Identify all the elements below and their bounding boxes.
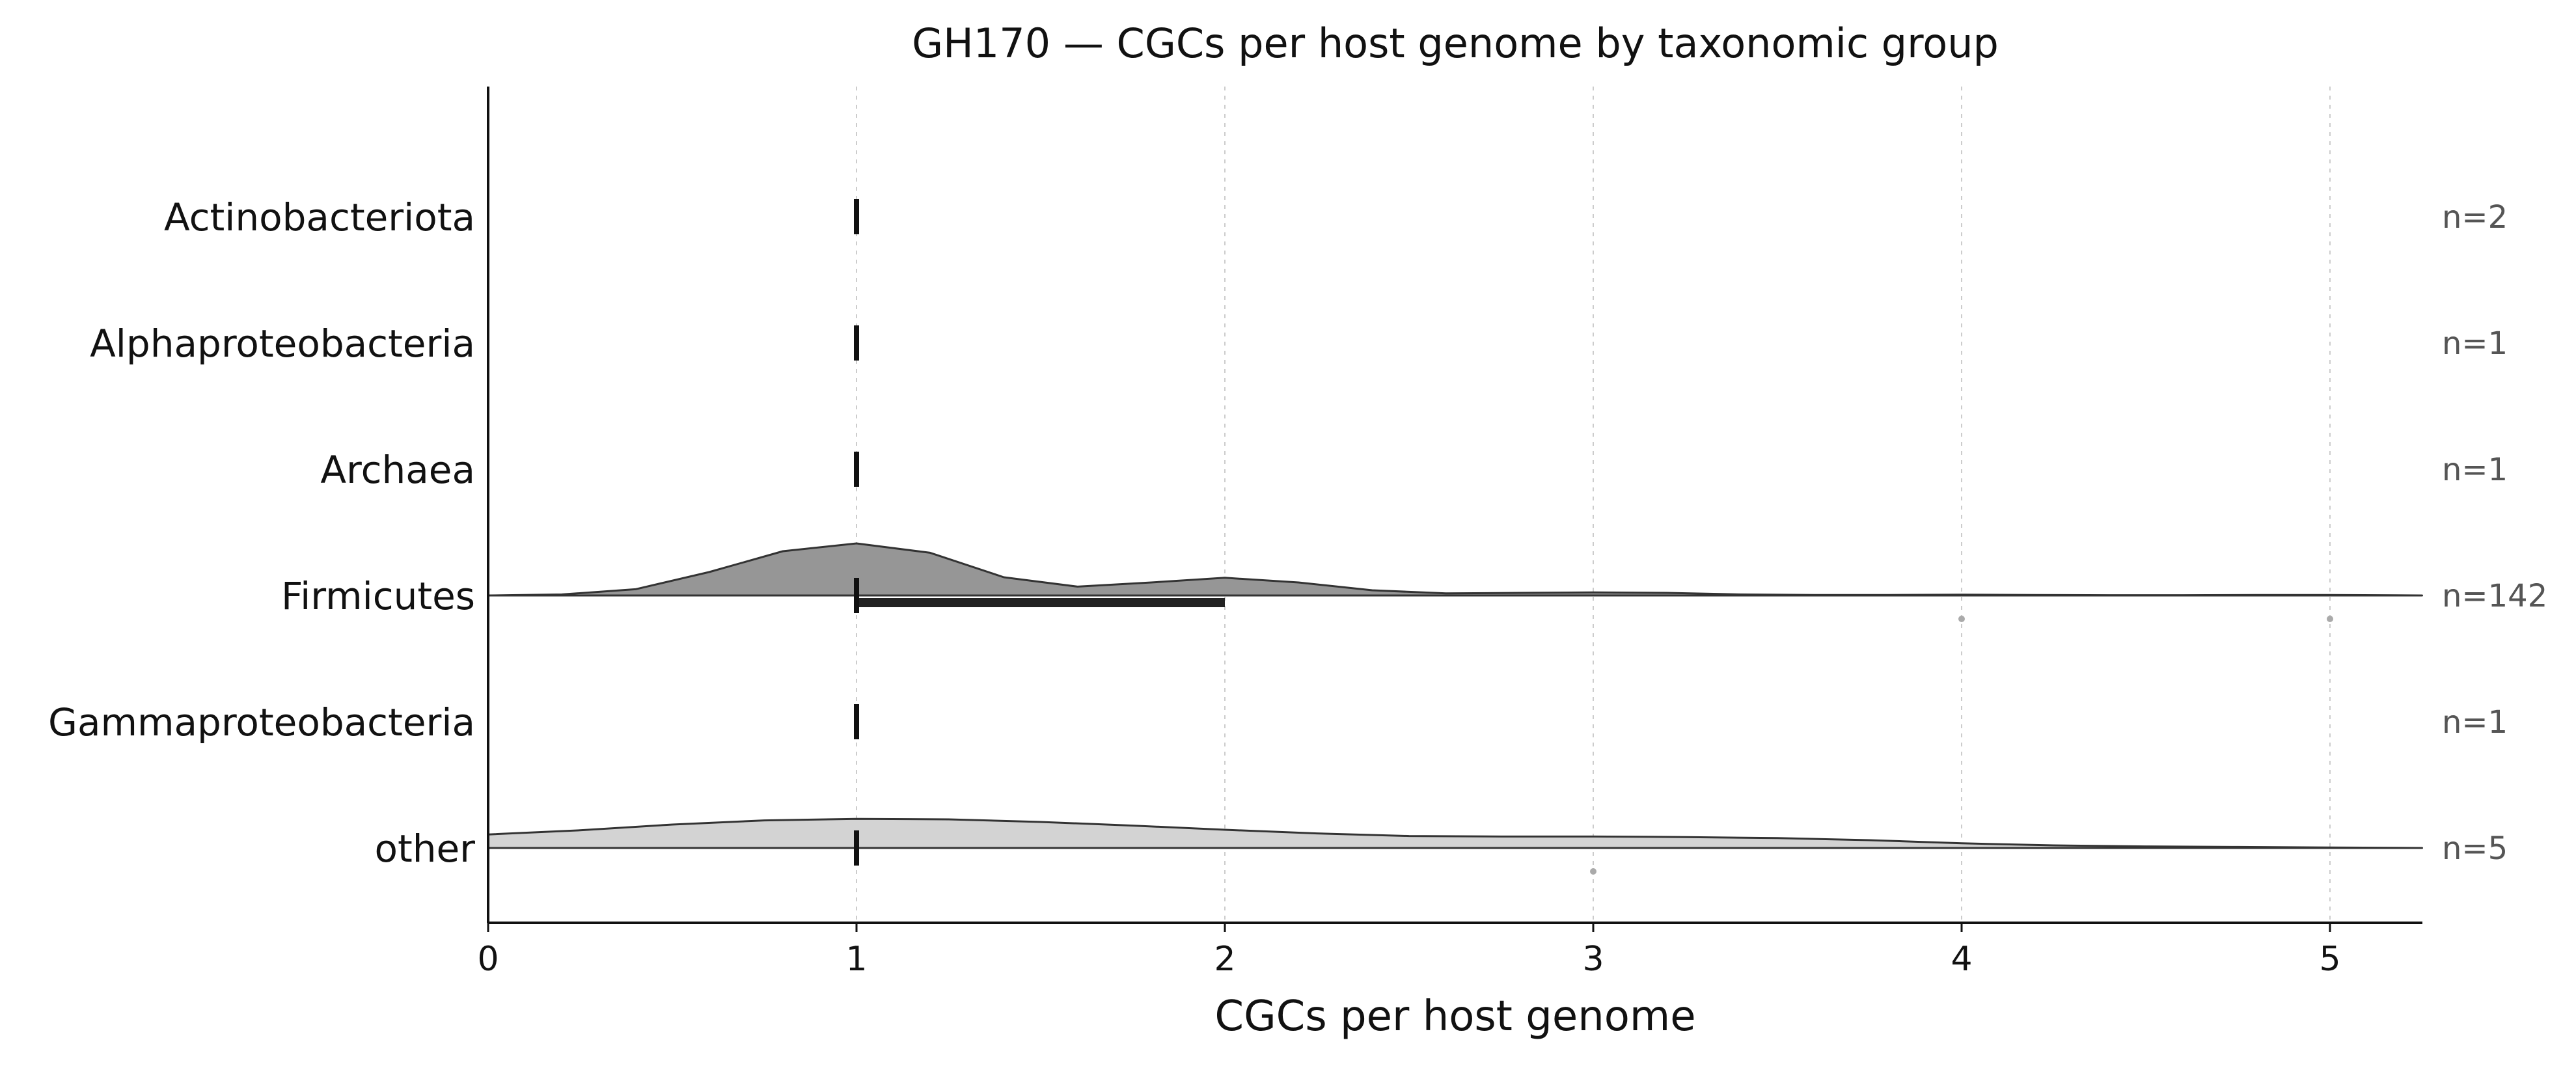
outlier-point-firmicutes-5 xyxy=(2327,616,2333,622)
x-tick-label-1: 1 xyxy=(845,940,867,979)
y-tick-label-firmicutes: Firmicutes xyxy=(281,574,475,618)
chart-title: GH170 — CGCs per host genome by taxonomi… xyxy=(912,20,1999,67)
n-label-alphaproteobacteria: n=1 xyxy=(2442,325,2508,362)
n-label-other: n=5 xyxy=(2442,830,2508,867)
y-tick-label-other: other xyxy=(374,827,475,871)
y-tick-label-gammaproteobacteria: Gammaproteobacteria xyxy=(48,700,475,745)
marks-layer xyxy=(854,199,2333,875)
y-tick-label-actinobacteriota: Actinobacteriota xyxy=(164,195,475,239)
n-label-gammaproteobacteria: n=1 xyxy=(2442,704,2508,741)
density-layer xyxy=(487,542,2423,849)
n-label-actinobacteriota: n=2 xyxy=(2442,199,2508,236)
axis-layer xyxy=(487,87,2422,932)
n-label-archaea: n=1 xyxy=(2442,452,2508,488)
x-tick-label-0: 0 xyxy=(477,940,499,979)
y-tick-label-archaea: Archaea xyxy=(320,448,475,492)
x-axis-label: CGCs per host genome xyxy=(1214,992,1695,1041)
n-label-firmicutes: n=142 xyxy=(2442,578,2547,614)
x-tick-label-2: 2 xyxy=(1214,940,1235,979)
x-tick-label-3: 3 xyxy=(1582,940,1604,979)
label-layer: 0 1 2 3 4 5 Actinobacteriota n=2 Alphaproteobact… xyxy=(48,195,2547,979)
x-tick-label-5: 5 xyxy=(2319,940,2340,979)
iqr-bar-firmicutes xyxy=(856,598,1225,607)
x-tick-label-4: 4 xyxy=(1951,940,1972,979)
y-tick-label-alphaproteobacteria: Alphaproteobacteria xyxy=(90,321,475,366)
outlier-point-other-3 xyxy=(1590,868,1596,875)
outlier-point-firmicutes-4 xyxy=(1958,616,1965,622)
density-other xyxy=(487,817,2423,849)
